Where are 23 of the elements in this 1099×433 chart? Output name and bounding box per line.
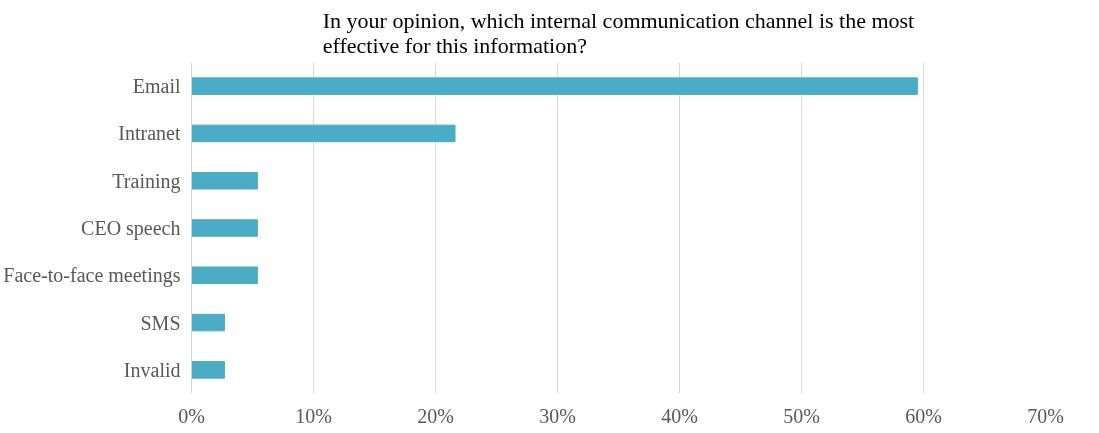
bar (191, 77, 918, 95)
bar (191, 266, 258, 285)
y-tick-label: Training (112, 169, 181, 193)
x-tick-label: 10% (295, 404, 332, 427)
chart-title: In your opinion, which internal communication channel is the most effective for this information? (322, 7, 915, 58)
bar (191, 171, 258, 190)
x-tick-label: 30% (539, 404, 576, 427)
y-tick-label: SMS (140, 311, 181, 334)
y-tick-label: CEO speech (81, 217, 181, 240)
x-tick-label: 0% (178, 404, 205, 427)
bar (191, 361, 225, 379)
y-tick-label: Intranet (118, 122, 181, 145)
bar (191, 219, 258, 237)
x-tick-label: 20% (417, 404, 454, 427)
x-tick-label: 50% (783, 404, 820, 427)
x-tick-label: 70% (1027, 404, 1064, 427)
bar (191, 124, 456, 143)
y-tick-label: Email (132, 75, 181, 98)
x-tick-label: 40% (661, 404, 698, 427)
x-tick-label: 60% (905, 404, 942, 427)
bar (191, 313, 225, 332)
y-tick-label: Face-to-face meetings (3, 264, 181, 288)
y-tick-label: Invalid (123, 358, 181, 381)
